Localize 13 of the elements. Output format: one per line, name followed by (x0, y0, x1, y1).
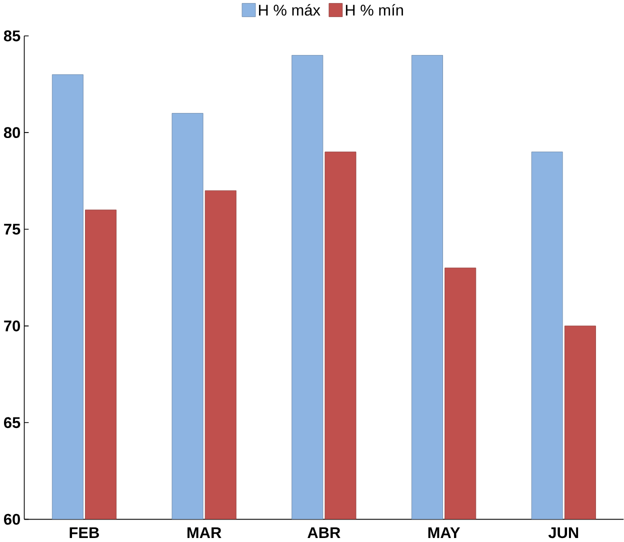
legend-label: H % mín (346, 4, 403, 16)
y-tick-label: 85 (4, 30, 20, 42)
y-tick-label: 70 (4, 320, 20, 332)
x-tick-label: JUN (548, 528, 578, 538)
y-tick-label: 65 (4, 417, 20, 428)
y-tick-label: 60 (4, 514, 20, 525)
x-tick-label: MAY (428, 528, 460, 538)
y-tick-label: 80 (4, 127, 20, 138)
legend-label: H % máx (259, 4, 320, 16)
x-tick-label: MAR (188, 528, 222, 538)
x-tick-label: FEB (70, 528, 99, 538)
x-tick-label: ABR (308, 528, 340, 538)
y-tick-label: 75 (4, 224, 20, 235)
